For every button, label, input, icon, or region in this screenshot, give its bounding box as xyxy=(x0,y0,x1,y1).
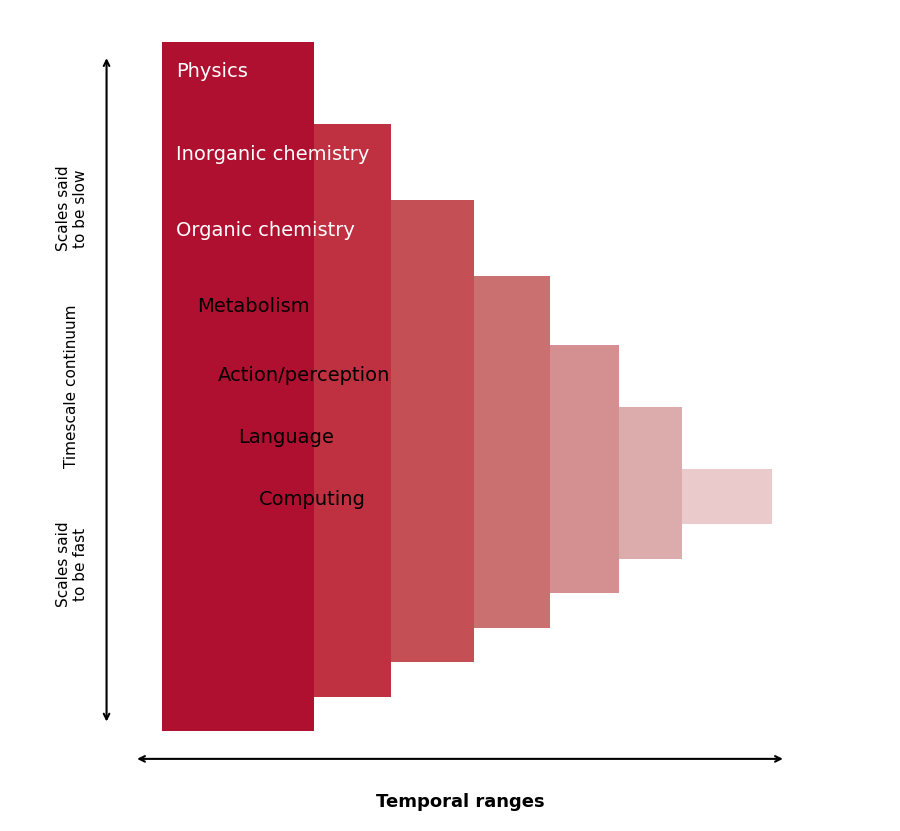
Text: Scales said
to be slow: Scales said to be slow xyxy=(56,165,88,251)
Bar xyxy=(162,200,474,662)
Bar xyxy=(162,470,772,524)
Text: Action/perception: Action/perception xyxy=(218,366,390,385)
Text: Physics: Physics xyxy=(176,62,248,81)
Bar xyxy=(162,125,391,696)
Text: Computing: Computing xyxy=(259,490,366,509)
Text: Scales said
to be fast: Scales said to be fast xyxy=(56,522,88,607)
Text: Temporal ranges: Temporal ranges xyxy=(375,794,544,811)
Text: Inorganic chemistry: Inorganic chemistry xyxy=(176,145,369,164)
Bar xyxy=(162,276,550,628)
Text: Timescale continuum: Timescale continuum xyxy=(65,305,79,468)
Text: Organic chemistry: Organic chemistry xyxy=(176,221,355,240)
Bar xyxy=(162,407,682,559)
Bar xyxy=(162,42,314,731)
Text: Metabolism: Metabolism xyxy=(196,297,310,316)
Bar xyxy=(162,345,619,593)
Text: Language: Language xyxy=(238,428,334,447)
